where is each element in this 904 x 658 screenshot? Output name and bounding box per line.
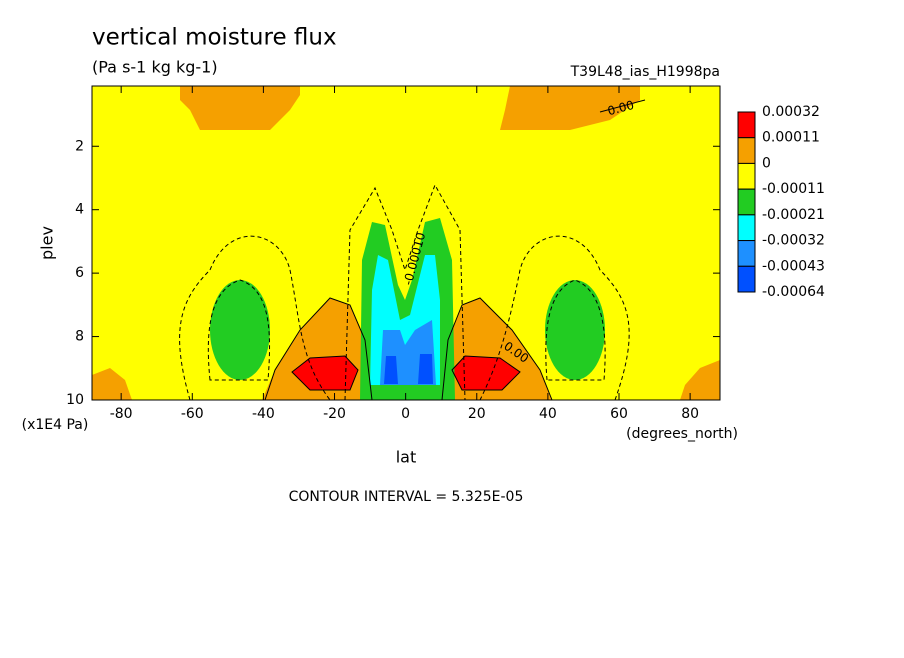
- colorbar-swatch: [737, 214, 756, 242]
- colorbar-label: 0.00032: [762, 104, 820, 120]
- y-units: (x1E4 Pa): [22, 417, 89, 433]
- colorbar-label: -0.00043: [762, 258, 825, 274]
- y-tick-label: 2: [75, 138, 84, 154]
- colorbar-swatch: [737, 111, 756, 139]
- x-tick-label: 60: [610, 406, 628, 422]
- contour-line: [209, 235, 331, 401]
- x-tick-label: -60: [181, 406, 204, 422]
- chart-title: vertical moisture flux: [92, 25, 337, 51]
- contour-field: 0.00 -0.00010 0.00: [91, 85, 721, 401]
- y-tick-label: 6: [75, 265, 84, 281]
- colorbar-label: -0.00011: [762, 181, 825, 197]
- region: [180, 86, 300, 130]
- x-tick-label: 0: [401, 406, 410, 422]
- colorbar-swatch: [737, 240, 756, 267]
- colorbar-swatch: [737, 162, 756, 190]
- contour-line: [207, 279, 606, 381]
- colorbar-swatch: [737, 137, 756, 164]
- colorbar-label: -0.00021: [762, 207, 825, 223]
- y-tick-label: 4: [75, 202, 84, 218]
- contour-line: [291, 355, 521, 391]
- contour-label: 0.00: [606, 98, 635, 118]
- contour-line: [179, 269, 211, 401]
- colorbar-swatch: [737, 188, 756, 216]
- footnote: CONTOUR INTERVAL = 5.325E-05: [289, 489, 524, 505]
- x-units: (degrees_north): [626, 426, 738, 442]
- region: [452, 356, 520, 390]
- region: [92, 368, 132, 400]
- region: [545, 280, 605, 380]
- contour-line: [264, 297, 553, 401]
- colorbar-label: 0: [762, 155, 771, 171]
- region: [210, 280, 270, 380]
- dataset-label: T39L48_ias_H1998pa: [570, 64, 720, 80]
- region: [680, 360, 720, 400]
- contour-line: [344, 183, 466, 401]
- region: [384, 354, 433, 384]
- x-tick-label: 40: [539, 406, 557, 422]
- colorbar-label: -0.00064: [762, 284, 825, 300]
- contour-line: [599, 99, 646, 113]
- x-tick-label: -40: [252, 406, 275, 422]
- region: [500, 86, 640, 130]
- x-tick-label: -20: [323, 406, 346, 422]
- x-axis-label: lat: [396, 448, 417, 467]
- y-axis-label: plev: [38, 226, 57, 260]
- x-tick-label: 80: [681, 406, 699, 422]
- x-tick-label: -80: [110, 406, 133, 422]
- x-tick-label: 20: [468, 406, 486, 422]
- colorbar-label: -0.00032: [762, 233, 825, 249]
- region: [292, 356, 358, 390]
- colorbar-swatch: [737, 265, 756, 293]
- contour-line: [479, 235, 630, 401]
- chart-subtitle: (Pa s-1 kg kg-1): [92, 58, 218, 77]
- y-tick-label: 10: [66, 392, 84, 408]
- colorbar-label: 0.00011: [762, 130, 820, 146]
- y-tick-label: 8: [75, 329, 84, 345]
